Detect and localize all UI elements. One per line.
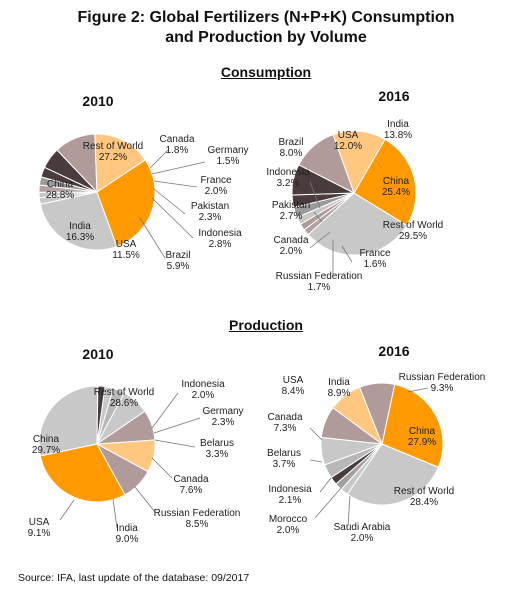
data-label-indonesia: Indonesia 2.8%: [198, 228, 242, 250]
data-label-usa: USA 12.0%: [334, 130, 362, 152]
data-label-china: China 25.4%: [382, 176, 410, 198]
figure-title-line2: and Production by Volume: [165, 29, 367, 46]
data-label-france: France 2.0%: [200, 175, 232, 197]
leader-line-canada: [309, 427, 323, 441]
data-label-canada: Canada 2.0%: [273, 235, 308, 257]
data-label-belarus: Belarus 3.3%: [200, 438, 234, 460]
data-label-belarus: Belarus 3.7%: [267, 448, 301, 470]
leader-line-usa: [59, 499, 75, 521]
data-label-russian-federation: Russian Federation 9.3%: [399, 372, 486, 394]
pie-slice-india: [94, 133, 147, 193]
data-label-india: India 13.8%: [384, 119, 412, 141]
data-label-brazil: Brazil 5.9%: [165, 250, 190, 272]
data-label-canada: Canada 7.3%: [267, 412, 302, 434]
leader-line-saudi-arabia: [347, 495, 351, 527]
pie-chart-production-2016: 2016 China 27.9% Rest of World 28.4%Saudi Ar…: [267, 343, 485, 544]
data-label-rest-of-world: Rest of World 29.5%: [383, 220, 443, 242]
figure-title-line1: Figure 2: Global Fertilizers (N+P+K) Con…: [77, 9, 455, 26]
data-label-pakistan: Pakistan 2.3%: [191, 201, 229, 223]
pie-chart-title: 2016: [378, 343, 409, 359]
data-label-china: China 27.9%: [408, 426, 436, 448]
data-label-indonesia: Indonesia 3.2%: [266, 167, 310, 189]
section-consumption-heading: Consumption: [220, 64, 312, 80]
pie-slice-china: [353, 138, 417, 227]
data-label-germany: Germany 2.3%: [202, 406, 243, 428]
leader-line-indonesia: [319, 477, 332, 493]
data-label-rest-of-world: Rest of World 28.6%: [94, 387, 154, 409]
pie-slice-russian-federation: [359, 382, 396, 446]
data-label-rest-of-world: Rest of World 28.4%: [394, 486, 454, 508]
data-label-morocco: Morocco 2.0%: [269, 514, 308, 536]
pie-chart-title: 2010: [82, 93, 113, 109]
leader-line-pakistan: [313, 211, 323, 223]
pie-chart-title: 2016: [378, 88, 409, 104]
data-label-usa: USA 9.1%: [28, 517, 51, 539]
pie-slice-india: [332, 130, 386, 195]
data-label-germany: Germany 1.5%: [207, 145, 248, 167]
leader-line-india: [112, 498, 118, 529]
leader-line-canada: [149, 149, 169, 169]
data-label-usa: USA 11.5%: [112, 239, 140, 261]
leader-line-indonesia: [151, 392, 179, 429]
pie-chart-consumption-2016: 2016 China 25.4% Rest of World 29.5% France 1.…: [266, 88, 443, 293]
leader-line-germany: [153, 417, 201, 434]
pie-slice-rest-of-world: [307, 192, 408, 256]
leader-line-brazil: [139, 217, 166, 259]
leader-line-indonesia: [309, 181, 321, 209]
data-label-france: France 1.6%: [359, 248, 391, 270]
pie-slice-china: [39, 443, 126, 503]
data-label-india: India 16.3%: [66, 221, 94, 243]
leader-line-france: [153, 180, 198, 188]
data-label-canada: Canada 1.8%: [159, 134, 194, 156]
leader-line-france: [341, 245, 353, 263]
leader-line-indonesia: [151, 197, 194, 239]
data-label-russian-federation: Russian Federation 8.5%: [154, 508, 241, 530]
leader-line-belarus: [154, 439, 196, 448]
leader-line-germany: [151, 161, 206, 175]
leader-line-pakistan: [153, 188, 186, 215]
data-label-china: China 29.7%: [32, 434, 60, 456]
data-label-rest-of-world: Rest of World 27.2%: [83, 141, 143, 163]
data-label-brazil: Brazil 8.0%: [278, 137, 303, 159]
data-label-india: India 9.0%: [116, 523, 139, 545]
source-note: Source: IFA, last update of the database…: [18, 572, 250, 584]
figure-title: Figure 2: Global Fertilizers (N+P+K) Con…: [0, 8, 532, 48]
pie-slice-rest-of-world: [39, 191, 118, 251]
data-label-indonesia: Indonesia 2.1%: [268, 484, 312, 506]
leader-line-russian-federation: [407, 387, 429, 393]
pie-chart-title: 2010: [82, 346, 113, 362]
leader-line-canada: [151, 457, 173, 479]
leader-line-morocco: [314, 487, 342, 519]
leader-line-russian-federation: [134, 486, 156, 513]
pie-chart-consumption-2010: 2010 Rest of World 27.2% Canada 1.8% Germany 1…: [38, 93, 249, 272]
pie-slice-china: [381, 383, 444, 468]
pie-slice-rest-of-world: [346, 443, 440, 506]
pie-chart-production-2010: 2010 Rest of World 28.6% Indonesia 2.0% Germa…: [28, 346, 244, 545]
data-label-china: China 28.8%: [46, 179, 74, 201]
data-label-pakistan: Pakistan 2.7%: [272, 200, 310, 222]
data-label-russian-federation: Russian Federation 1.7%: [276, 271, 363, 293]
data-label-indonesia: Indonesia 2.0%: [181, 379, 225, 401]
data-label-usa: USA 8.4%: [282, 375, 305, 397]
pie-slice-china: [96, 159, 156, 248]
pie-slice-rest-of-world: [38, 385, 99, 457]
leader-line-canada: [309, 231, 331, 249]
data-label-india: India 8.9%: [328, 377, 351, 399]
data-label-saudi-arabia: Saudi Arabia 2.0%: [334, 522, 391, 544]
section-production-heading: Production: [229, 317, 303, 333]
leader-line-belarus: [309, 459, 323, 463]
data-label-canada: Canada 7.6%: [173, 474, 208, 496]
